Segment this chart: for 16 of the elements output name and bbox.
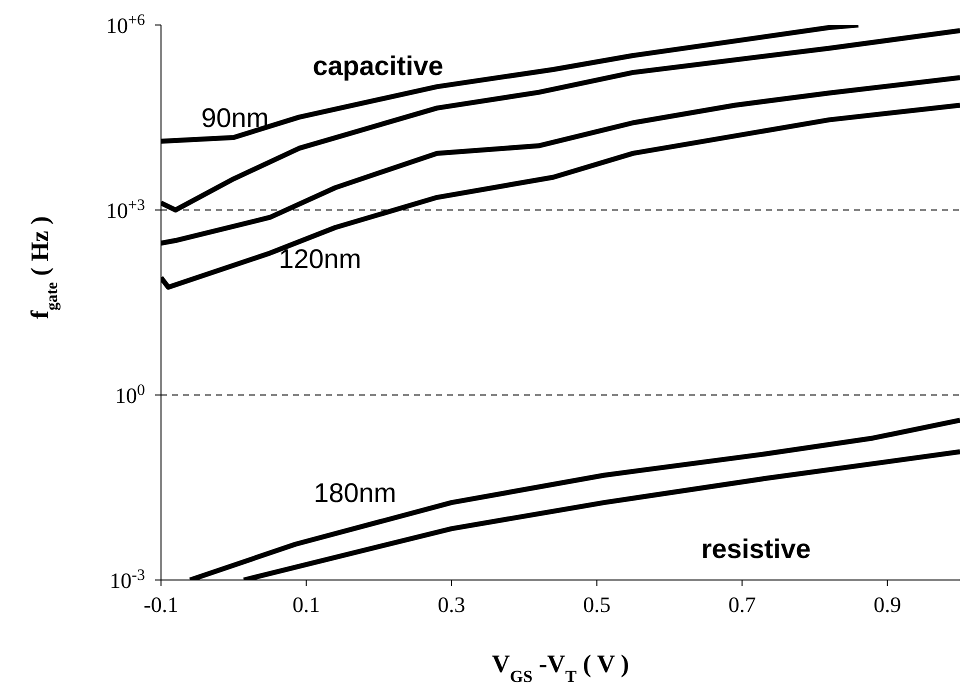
x-tick-label: 0.5 bbox=[583, 592, 611, 617]
x-tick-label: 0.3 bbox=[438, 592, 466, 617]
x-tick-label: 0.1 bbox=[292, 592, 320, 617]
annotation: 120nm bbox=[278, 244, 362, 274]
y-tick-label: 10$^{0}$ bbox=[115, 382, 145, 408]
annotation: 180nm bbox=[314, 478, 396, 508]
annotation: resistive bbox=[701, 534, 811, 564]
annotation: capacitive bbox=[312, 51, 444, 81]
annotation: 90nm bbox=[201, 103, 269, 133]
x-tick-label: -0.1 bbox=[144, 592, 178, 617]
y-tick-label: 10$^{+3}$ bbox=[106, 196, 145, 223]
y-tick-label: 10$^{-3}$ bbox=[110, 566, 145, 593]
x-axis-title: V$_{GS}$ -V$_{T}$ ( V ) bbox=[492, 651, 630, 686]
x-tick-label: 0.9 bbox=[874, 592, 902, 617]
y-tick-label: 10$^{+6}$ bbox=[106, 12, 145, 38]
x-tick-label: 0.7 bbox=[728, 592, 756, 617]
